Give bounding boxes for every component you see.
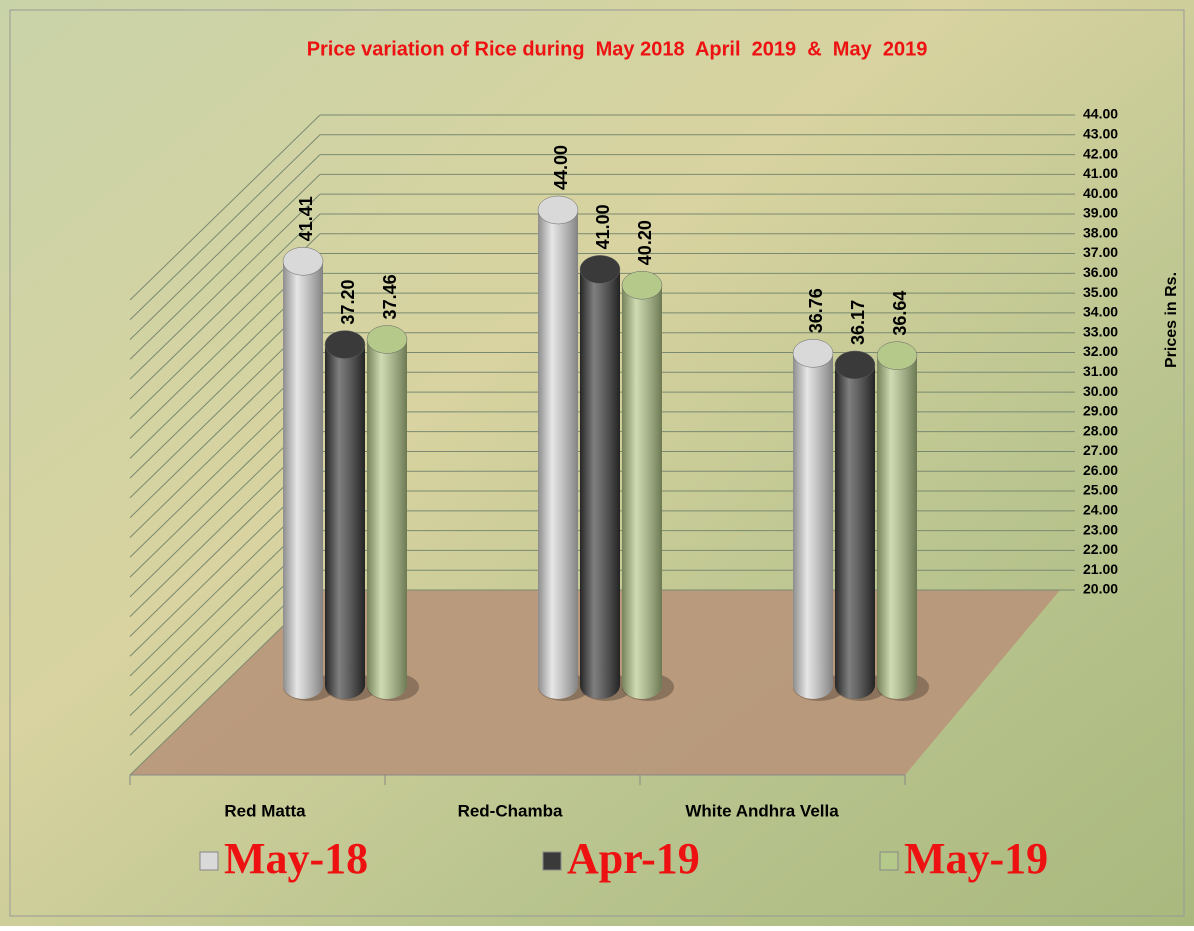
cylinder: [324, 330, 377, 701]
bar-shade: [367, 339, 407, 685]
side-grid-line: [129, 174, 321, 360]
cylinder-top: [282, 247, 324, 276]
cylinder-bottom-shade: [793, 671, 833, 699]
y-tick-label: 25.00: [1083, 482, 1118, 498]
bar-shade: [622, 285, 662, 685]
cylinder: [579, 255, 632, 701]
y-axis-label: Prices in Rs.: [1163, 272, 1180, 368]
cylinder-bottom-shade: [580, 671, 620, 699]
bar-shade: [877, 355, 917, 685]
cylinder-bottom-shade: [538, 671, 578, 699]
y-tick-label: 38.00: [1083, 224, 1118, 240]
cylinder-bottom-shade: [622, 671, 662, 699]
side-grid-line: [129, 213, 321, 400]
cylinder: [282, 247, 335, 701]
cylinder-top: [366, 325, 408, 354]
data-label: 36.76: [806, 288, 826, 333]
cylinder: [792, 339, 845, 701]
cylinder-top: [834, 350, 876, 380]
data-label: 36.17: [848, 300, 868, 345]
cylinder: [621, 270, 674, 701]
y-tick-label: 39.00: [1083, 205, 1118, 221]
y-tick-label: 29.00: [1083, 403, 1118, 419]
y-tick-label: 34.00: [1083, 304, 1118, 320]
y-tick-label: 44.00: [1083, 106, 1118, 122]
y-tick-label: 37.00: [1083, 244, 1118, 260]
y-tick-label: 22.00: [1083, 541, 1118, 557]
y-tick-label: 35.00: [1083, 284, 1118, 300]
data-label: 41.00: [593, 204, 613, 249]
y-tick-label: 20.00: [1083, 581, 1118, 597]
legend-swatch: [542, 851, 562, 871]
bar-shade: [538, 210, 578, 685]
cylinder-bottom-shade: [367, 671, 407, 699]
bar-shade: [580, 269, 620, 685]
cylinder-top: [621, 270, 663, 300]
y-tick-label: 33.00: [1083, 323, 1118, 339]
y-tick-label: 42.00: [1083, 145, 1118, 161]
data-label: 44.00: [551, 145, 571, 190]
cylinder-top: [579, 255, 621, 284]
y-tick-label: 26.00: [1083, 462, 1118, 478]
x-tick-label: White Andhra Vella: [685, 801, 839, 820]
data-label: 36.64: [890, 291, 910, 336]
side-grid-line: [129, 154, 321, 340]
cylinder: [366, 325, 419, 701]
y-tick-label: 36.00: [1083, 264, 1118, 280]
cylinder-bottom-shade: [325, 671, 365, 699]
data-label: 37.46: [380, 274, 400, 319]
cylinder-top: [537, 195, 579, 225]
cylinder-top: [876, 341, 918, 370]
legend-label: May-19: [904, 834, 1048, 883]
data-label: 37.20: [338, 280, 358, 325]
y-tick-label: 41.00: [1083, 165, 1118, 181]
y-tick-label: 43.00: [1083, 125, 1118, 141]
cylinder: [876, 341, 929, 701]
bar-shade: [283, 261, 323, 685]
cylinder: [537, 195, 590, 701]
bar-shade: [835, 364, 875, 685]
legend-swatch: [199, 851, 219, 871]
cylinder-top: [324, 330, 366, 359]
frame: [9, 9, 1185, 917]
y-tick-label: 30.00: [1083, 383, 1118, 399]
y-tick-label: 21.00: [1083, 561, 1118, 577]
x-tick-label: Red Matta: [224, 801, 306, 820]
y-tick-label: 31.00: [1083, 363, 1118, 379]
cylinder-bottom-shade: [835, 671, 875, 699]
legend-label: May-18: [224, 834, 368, 883]
data-label: 40.20: [635, 220, 655, 265]
side-grid-line: [129, 114, 321, 301]
y-tick-label: 27.00: [1083, 442, 1118, 458]
cylinder-top: [792, 339, 834, 368]
y-tick-label: 32.00: [1083, 343, 1118, 359]
bar-shade: [793, 353, 833, 685]
data-label: 41.41: [296, 196, 316, 241]
y-tick-label: 24.00: [1083, 502, 1118, 518]
cylinder-bottom-shade: [283, 671, 323, 699]
chart-title: Price variation of Rice during May 2018 …: [307, 38, 928, 60]
bar-shade: [325, 344, 365, 685]
y-tick-label: 23.00: [1083, 521, 1118, 537]
cylinder-bottom-shade: [877, 671, 917, 699]
side-grid-line: [129, 193, 321, 380]
cylinder: [834, 350, 887, 701]
side-grid-line: [129, 134, 321, 321]
legend-swatch: [879, 851, 899, 871]
y-tick-label: 40.00: [1083, 185, 1118, 201]
x-tick-label: Red-Chamba: [458, 801, 563, 820]
legend-label: Apr-19: [567, 834, 700, 883]
y-tick-label: 28.00: [1083, 422, 1118, 438]
